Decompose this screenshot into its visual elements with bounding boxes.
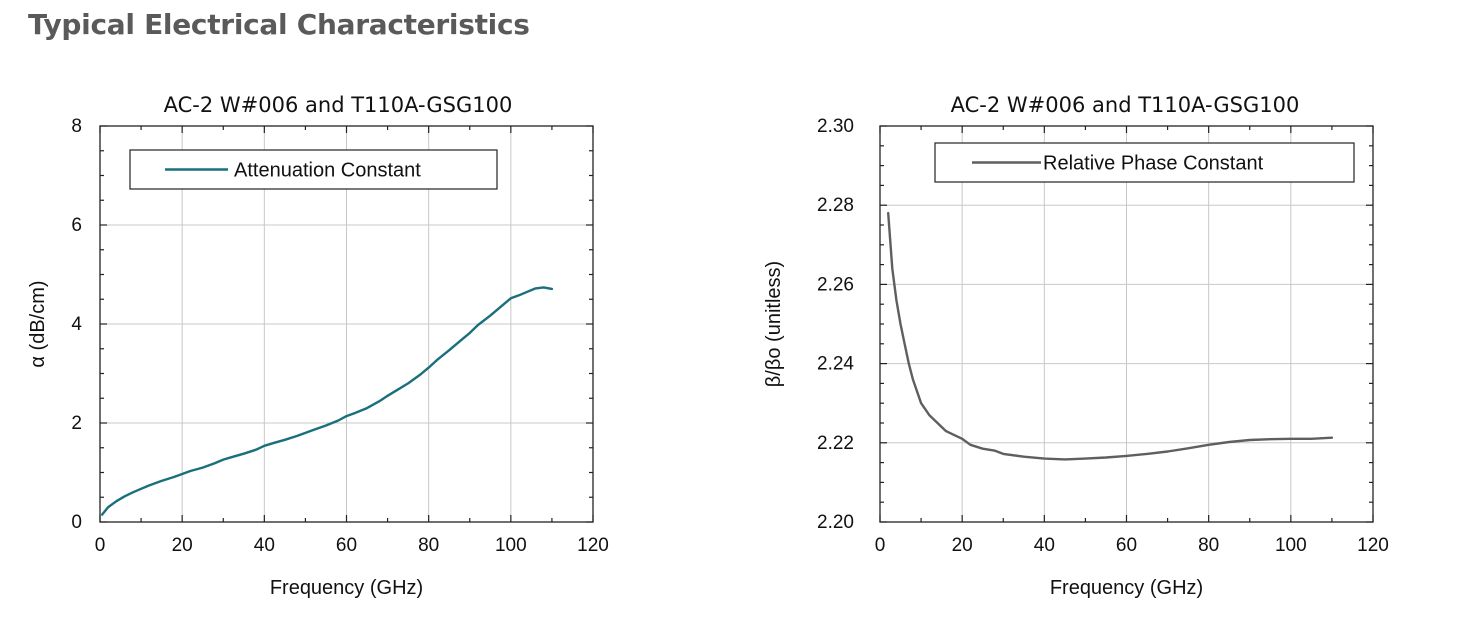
phase-chart: 0 20 40 60 80 100 120 2.20 2.22 2.24 2.26 2.28 2.30 A… [763, 93, 1389, 599]
y-axis-label: α (dB/cm) [27, 280, 49, 367]
chart-title: AC-2 W#006 and T110A-GSG100 [164, 93, 513, 117]
x-tick-label: 40 [1034, 535, 1055, 556]
y-tick-label: 2.20 [817, 512, 854, 533]
y-tick-label: 8 [71, 116, 82, 137]
x-tick-label: 80 [418, 535, 439, 556]
y-tick-label: 2.28 [817, 195, 854, 216]
y-axis-label: β/βo (unitless) [763, 261, 785, 387]
chart-title: AC-2 W#006 and T110A-GSG100 [951, 93, 1300, 117]
series-line [100, 286, 554, 516]
x-tick-label: 100 [495, 535, 527, 556]
x-tick-label: 100 [1275, 535, 1307, 556]
attenuation-chart: 0 20 40 60 80 100 120 0 2 4 6 8 AC-2 W#006 and T110A… [27, 93, 609, 599]
x-tick-label: 60 [1116, 535, 1137, 556]
x-tick-label: 20 [172, 535, 193, 556]
legend-label: Relative Phase Constant [1043, 153, 1264, 175]
x-tick-label: 20 [952, 535, 973, 556]
x-tick-label: 60 [336, 535, 357, 556]
x-tick-label: 80 [1198, 535, 1219, 556]
x-tick-label: 120 [577, 535, 609, 556]
legend-label: Attenuation Constant [234, 160, 421, 182]
y-tick-label: 2 [71, 413, 82, 434]
x-tick-label: 0 [95, 535, 106, 556]
y-tick-label: 4 [71, 314, 82, 335]
series-line [887, 211, 1334, 461]
y-tick-label: 2.24 [817, 354, 854, 375]
x-tick-label: 120 [1357, 535, 1389, 556]
page-title: Typical Electrical Characteristics [28, 8, 530, 41]
x-tick-label: 40 [254, 535, 275, 556]
x-axis-label: Frequency (GHz) [270, 577, 423, 599]
y-tick-label: 2.22 [817, 433, 854, 454]
y-tick-label: 2.26 [817, 274, 854, 295]
y-tick-label: 6 [71, 215, 82, 236]
y-tick-label: 2.30 [817, 116, 854, 137]
x-axis-label: Frequency (GHz) [1050, 577, 1203, 599]
y-tick-label: 0 [71, 512, 82, 533]
x-tick-label: 0 [875, 535, 886, 556]
